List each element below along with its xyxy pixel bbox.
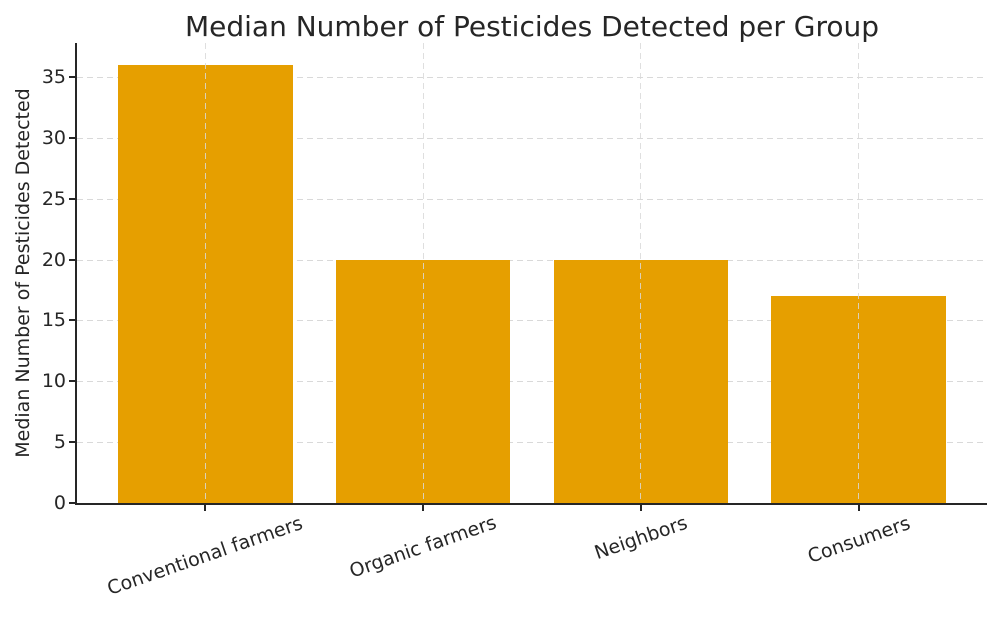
y-tick-mark xyxy=(69,502,75,504)
v-gridline xyxy=(640,43,642,503)
y-tick-mark xyxy=(69,258,75,261)
x-tick-mark xyxy=(639,505,642,511)
h-gridline xyxy=(77,442,987,444)
h-gridline xyxy=(77,320,987,322)
chart-title: Median Number of Pesticides Detected per… xyxy=(184,10,880,43)
h-gridline xyxy=(77,77,987,79)
v-gridline xyxy=(422,43,424,503)
y-tick-mark xyxy=(69,76,75,79)
y-tick-mark xyxy=(69,136,75,139)
y-axis-spine xyxy=(75,43,77,505)
y-tick-mark xyxy=(69,197,75,200)
h-gridline xyxy=(77,381,987,383)
h-gridline xyxy=(77,259,987,261)
y-tick-label: 20 xyxy=(41,248,66,271)
y-tick-label: 35 xyxy=(41,66,66,89)
y-tick-label: 30 xyxy=(41,126,66,149)
y-tick-label: 25 xyxy=(41,187,66,210)
x-tick-label: Consumers xyxy=(804,512,913,568)
h-gridline xyxy=(77,198,987,200)
v-gridline xyxy=(204,43,206,503)
x-axis-spine xyxy=(75,503,987,505)
y-tick-label: 0 xyxy=(53,492,66,514)
h-gridline xyxy=(77,137,987,139)
x-tick-label: Organic farmers xyxy=(346,512,500,583)
y-tick-label: 10 xyxy=(41,370,66,393)
y-tick-mark xyxy=(69,441,75,444)
y-tick-label: 5 xyxy=(53,431,66,454)
x-tick-mark xyxy=(422,505,425,511)
x-tick-label: Neighbors xyxy=(591,512,691,565)
y-tick-mark xyxy=(69,380,75,383)
x-tick-label: Conventional farmers xyxy=(104,511,306,600)
y-tick-label: 15 xyxy=(41,309,66,332)
y-tick-mark xyxy=(69,319,75,322)
x-tick-mark xyxy=(857,505,860,511)
x-tick-mark xyxy=(204,505,207,511)
v-gridline xyxy=(858,43,860,503)
plot-area xyxy=(77,43,987,503)
